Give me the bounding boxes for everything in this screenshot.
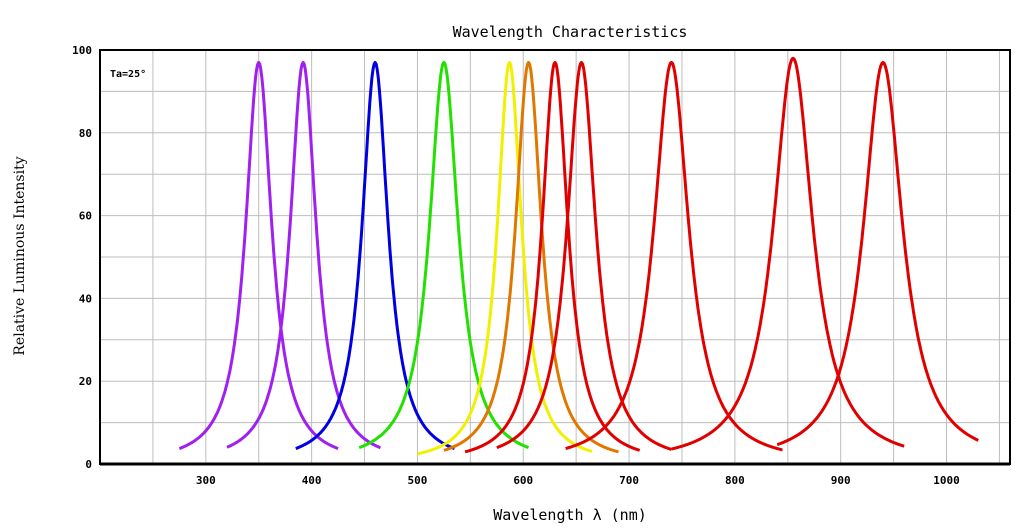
x-tick-label: 1000 xyxy=(933,474,960,487)
spectrum-curve-655nm xyxy=(496,60,672,451)
x-tick-label: 900 xyxy=(831,474,851,487)
x-tick-label: 800 xyxy=(725,474,745,487)
y-tick-label: 80 xyxy=(79,127,92,140)
x-tick-label: 500 xyxy=(408,474,428,487)
y-tick-label: 100 xyxy=(72,44,92,57)
y-axis-label: Relative Luminous Intensity xyxy=(12,156,28,355)
x-tick-label: 700 xyxy=(619,474,639,487)
spectral-curves xyxy=(178,56,979,456)
chart-title: Wavelength Characteristics xyxy=(453,23,688,41)
spectrum-curve-740nm xyxy=(565,60,783,452)
tick-labels: 300 400 500 600 700 800 900 1000 0 20 40 60 80 100 xyxy=(72,44,960,487)
grid-lines xyxy=(100,50,1010,464)
y-tick-label: 40 xyxy=(79,292,92,305)
spectrum-curve-350nm xyxy=(178,60,339,451)
plot-frame xyxy=(99,49,1011,466)
x-axis-label: Wavelength λ (nm) xyxy=(493,506,647,524)
y-tick-label: 60 xyxy=(79,210,92,223)
spectrum-curve-392nm xyxy=(226,60,381,450)
spectrum-curve-855nm xyxy=(671,56,905,451)
spectrum-curve-460nm xyxy=(295,60,456,451)
y-tick-label: 0 xyxy=(85,458,92,471)
spectrum-curve-525nm xyxy=(358,60,530,450)
temperature-annotation: Ta=25° xyxy=(110,69,146,80)
spectrum-curve-940nm xyxy=(776,60,979,447)
spectrum-curve-587nm xyxy=(417,60,593,456)
x-tick-label: 300 xyxy=(196,474,216,487)
x-tick-label: 600 xyxy=(513,474,533,487)
y-tick-label: 20 xyxy=(79,375,92,388)
x-tick-label: 400 xyxy=(302,474,322,487)
spectrum-curve-630nm xyxy=(464,60,641,454)
